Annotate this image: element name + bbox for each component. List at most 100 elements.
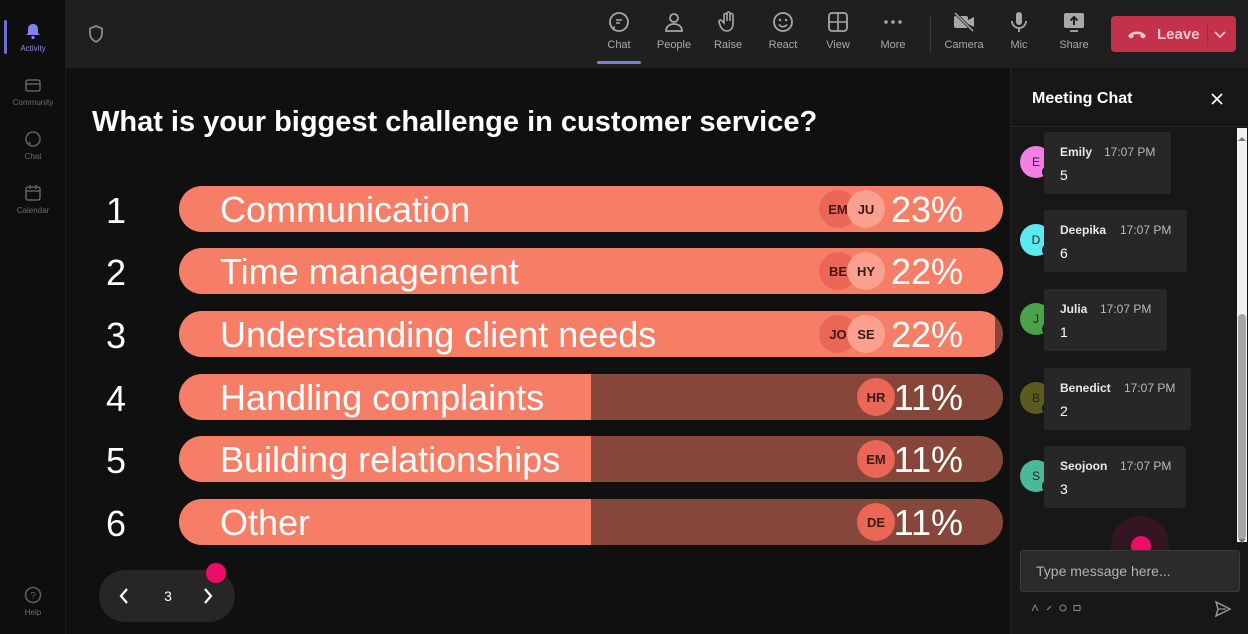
- option-label: Understanding client needs: [220, 314, 657, 355]
- rail-item-help[interactable]: ? Help: [0, 576, 66, 626]
- react-button[interactable]: React: [759, 10, 807, 60]
- attach-icon[interactable]: [1045, 604, 1053, 614]
- message-text: 5: [1060, 167, 1068, 183]
- leave-divider: [1207, 22, 1208, 46]
- option-number: 5: [106, 440, 127, 481]
- raise-hand-button[interactable]: Raise: [704, 10, 752, 60]
- message-sender: Seojoon: [1060, 459, 1108, 473]
- poll-option-row: 5 Building relationships EM 11%: [66, 436, 1010, 482]
- meeting-chat-panel: Meeting Chat E Emily 17:07 PM 5 D Deepika 17:0…: [1010, 68, 1248, 634]
- message-timestamp: 17:07 PM: [1104, 145, 1156, 159]
- chat-message[interactable]: Emily 17:07 PM 5: [1044, 132, 1171, 194]
- option-number: 1: [106, 190, 127, 231]
- poll-option-row: 1 Communication EM JU 23%: [66, 186, 1010, 232]
- voter-avatar: HR: [857, 378, 895, 416]
- chat-message[interactable]: Benedict 17:07 PM 2: [1044, 368, 1191, 430]
- option-number: 4: [106, 378, 127, 419]
- poll-stage: What is your biggest challenge in custom…: [66, 68, 1010, 634]
- option-label: Time management: [220, 251, 519, 292]
- poll-option-row: 6 Other DE 11%: [66, 499, 1010, 545]
- voter-avatar: EM: [857, 440, 895, 478]
- chevron-down-icon[interactable]: [1213, 28, 1227, 45]
- more-dots-icon: [881, 10, 905, 34]
- shield-icon[interactable]: [86, 24, 106, 44]
- share-screen-icon: [1062, 10, 1086, 34]
- message-text: 2: [1060, 403, 1068, 419]
- chat-message[interactable]: Seojoon 17:07 PM 3: [1044, 446, 1186, 508]
- scrollbar-thumb[interactable]: [1238, 314, 1246, 540]
- chevron-right-icon[interactable]: [201, 586, 215, 611]
- leave-button[interactable]: Leave: [1111, 16, 1236, 52]
- more-button[interactable]: More: [869, 10, 917, 60]
- message-sender: Deepika: [1060, 223, 1107, 237]
- option-label: Communication: [220, 189, 471, 230]
- emoji-icon[interactable]: [1059, 604, 1067, 614]
- app-rail: Activity Community Chat Calendar ? Help: [0, 0, 66, 634]
- pointer-dot: [206, 563, 226, 583]
- svg-text:?: ?: [30, 591, 36, 602]
- voter-avatar: SE: [847, 315, 885, 353]
- bell-icon: [23, 21, 43, 41]
- chat-message[interactable]: Julia 17:07 PM 1: [1044, 289, 1167, 351]
- poll-option-row: 2 Time management BE HY 22%: [66, 248, 1010, 294]
- rail-item-activity[interactable]: Activity: [0, 12, 66, 62]
- community-icon: [23, 75, 43, 95]
- avatar-initial: E: [1031, 155, 1040, 169]
- avatar-initial: D: [1031, 233, 1041, 247]
- result-bar: Time management BE HY 22%: [179, 248, 1003, 294]
- rail-label: Chat: [24, 152, 42, 161]
- meeting-toolbar: Chat People Raise React View: [66, 0, 1248, 68]
- poll-option-row: 4 Handling complaints HR 11%: [66, 374, 1010, 420]
- avatar-initial: B: [1031, 391, 1040, 405]
- people-button-label: People: [656, 39, 692, 51]
- result-bar: Other DE 11%: [179, 499, 1003, 545]
- more-button-label: More: [880, 39, 906, 51]
- result-bar-fill: [179, 499, 591, 545]
- voter-avatar: HY: [847, 252, 885, 290]
- format-icon[interactable]: [1031, 603, 1039, 614]
- chat-scrollbar[interactable]: [1237, 128, 1247, 543]
- rail-label: Calendar: [16, 206, 50, 215]
- poll-question: What is your biggest challenge in custom…: [92, 106, 818, 138]
- option-number: 3: [106, 315, 127, 356]
- phone-hangup-icon: [1127, 28, 1147, 40]
- chat-button-label: Chat: [607, 39, 631, 51]
- chevron-left-icon[interactable]: [117, 586, 131, 611]
- view-button[interactable]: View: [814, 10, 862, 60]
- leave-button-label: Leave: [1157, 25, 1200, 43]
- microphone-icon: [1007, 10, 1031, 34]
- camera-button-label: Camera: [944, 39, 984, 51]
- message-timestamp: 17:07 PM: [1124, 381, 1176, 395]
- option-label: Handling complaints: [220, 377, 545, 418]
- message-text: 1: [1060, 324, 1068, 340]
- rail-label: Activity: [20, 44, 46, 53]
- rail-item-calendar[interactable]: Calendar: [0, 174, 66, 224]
- scroll-up-arrow-icon[interactable]: [1238, 130, 1246, 141]
- poll-option-row: 3 Understanding client needs JO SE 22%: [66, 311, 1010, 357]
- avatar-initial: S: [1031, 469, 1040, 483]
- calendar-icon: [23, 183, 43, 203]
- message-timestamp: 17:07 PM: [1100, 302, 1152, 316]
- share-button-label: Share: [1059, 39, 1089, 51]
- voter-avatar: DE: [857, 503, 895, 541]
- send-icon[interactable]: [1214, 600, 1232, 618]
- message-text: 6: [1060, 245, 1068, 261]
- mic-button[interactable]: Mic: [995, 10, 1043, 60]
- gif-icon[interactable]: [1073, 604, 1081, 614]
- rail-item-chat[interactable]: Chat: [0, 120, 66, 170]
- chat-icon: [607, 10, 631, 34]
- close-icon[interactable]: [1208, 90, 1226, 108]
- rail-item-community[interactable]: Community: [0, 66, 66, 116]
- camera-button[interactable]: Camera: [940, 10, 988, 60]
- smiley-icon: [771, 10, 795, 34]
- share-button[interactable]: Share: [1050, 10, 1098, 60]
- option-percent: 11%: [893, 439, 963, 480]
- chat-button[interactable]: Chat: [595, 10, 643, 64]
- people-button[interactable]: People: [650, 10, 698, 60]
- chat-title: Meeting Chat: [1032, 90, 1133, 107]
- chat-message[interactable]: Deepika 17:07 PM 6: [1044, 210, 1187, 272]
- scroll-down-arrow-icon[interactable]: [1238, 532, 1246, 543]
- message-input[interactable]: [1022, 552, 1238, 590]
- view-button-label: View: [826, 39, 850, 51]
